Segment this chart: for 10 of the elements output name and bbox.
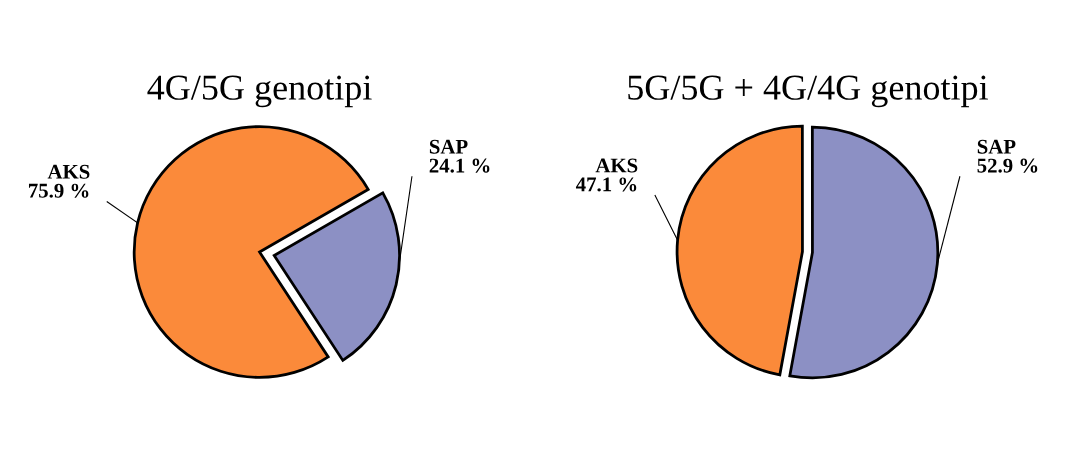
data-label: 47.1 % [575,177,637,192]
data-label: 75.9 % [28,183,89,198]
data-label: 24.1 % [429,158,490,173]
slice-label: SAP [977,139,1016,154]
chart-title: 5G/5G + 4G/4G genotipi [628,75,988,108]
slice-label: AKS [595,158,638,173]
slice-label: SAP [429,139,468,154]
chart-title: 4G/5G genotipi [147,75,372,108]
slice-label: AKS [47,164,90,179]
data-label: 52.9 % [977,158,1038,173]
